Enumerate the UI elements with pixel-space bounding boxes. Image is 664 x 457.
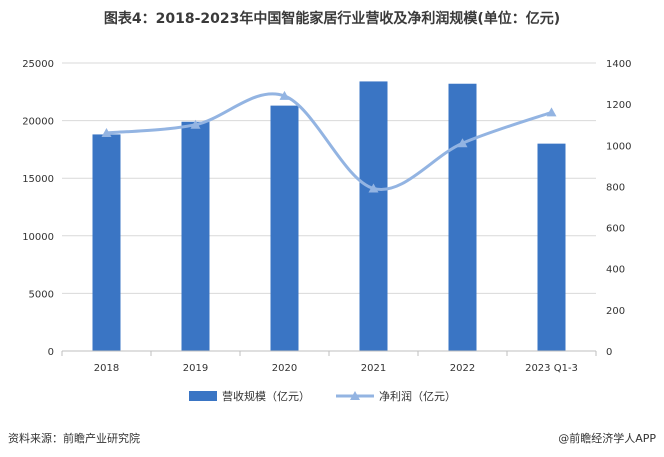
gridlines <box>62 62 596 352</box>
profit-line-series <box>101 90 557 193</box>
y-right-tick-label: 400 <box>606 265 625 276</box>
profit-point <box>101 127 112 137</box>
revenue-bar <box>537 143 566 351</box>
x-tick-label: 2020 <box>272 363 297 374</box>
revenue-bar <box>92 134 121 351</box>
profit-point <box>279 90 290 100</box>
legend-marker-profit <box>350 391 360 400</box>
legend-label-revenue: 营收规模（亿元） <box>222 389 310 403</box>
source-note: 资料来源：前瞻产业研究院 <box>8 432 140 445</box>
credit-note: @前瞻经济学人APP <box>558 432 656 445</box>
y-left-tick-label: 5000 <box>29 289 54 300</box>
legend: 营收规模（亿元） 净利润（亿元） <box>189 389 456 403</box>
chart-title: 图表4：2018-2023年中国智能家居行业营收及净利润规模(单位：亿元) <box>103 11 561 27</box>
x-tick-label: 2022 <box>450 363 475 374</box>
y-right-tick-label: 600 <box>606 224 625 235</box>
y-right-tick-label: 0 <box>606 347 612 358</box>
revenue-bar <box>270 105 299 352</box>
y-left-tick-label: 10000 <box>22 232 54 243</box>
revenue-bar <box>181 121 210 351</box>
y-left-tick-label: 15000 <box>22 174 54 185</box>
y-left-tick-label: 20000 <box>22 117 54 128</box>
y-right-tick-label: 1200 <box>606 100 631 111</box>
y-right-tick-label: 1400 <box>606 59 631 70</box>
y-left-tick-label: 25000 <box>22 59 54 70</box>
y-right-tick-label: 800 <box>606 182 625 193</box>
revenue-bar <box>448 83 477 352</box>
revenue-bars <box>92 81 566 352</box>
revenue-bar <box>359 81 388 351</box>
y-right-tick-label: 1000 <box>606 141 631 152</box>
x-tick-label: 2021 <box>361 363 386 374</box>
legend-swatch-revenue <box>189 391 217 401</box>
y-right-tick-label: 200 <box>606 306 625 317</box>
y-left-tick-label: 0 <box>48 347 54 358</box>
profit-point <box>368 183 379 193</box>
x-tick-label: 2019 <box>183 363 208 374</box>
legend-label-profit: 净利润（亿元） <box>379 389 456 403</box>
x-tick-label: 2023 Q1-3 <box>525 363 578 374</box>
axes: 0 5000 10000 15000 20000 25000 0 200 400 600 800 10… <box>22 59 631 374</box>
x-tick-label: 2018 <box>94 363 119 374</box>
profit-point <box>457 138 468 148</box>
profit-point <box>190 119 201 129</box>
profit-point <box>546 107 557 117</box>
profit-line <box>105 92 553 191</box>
